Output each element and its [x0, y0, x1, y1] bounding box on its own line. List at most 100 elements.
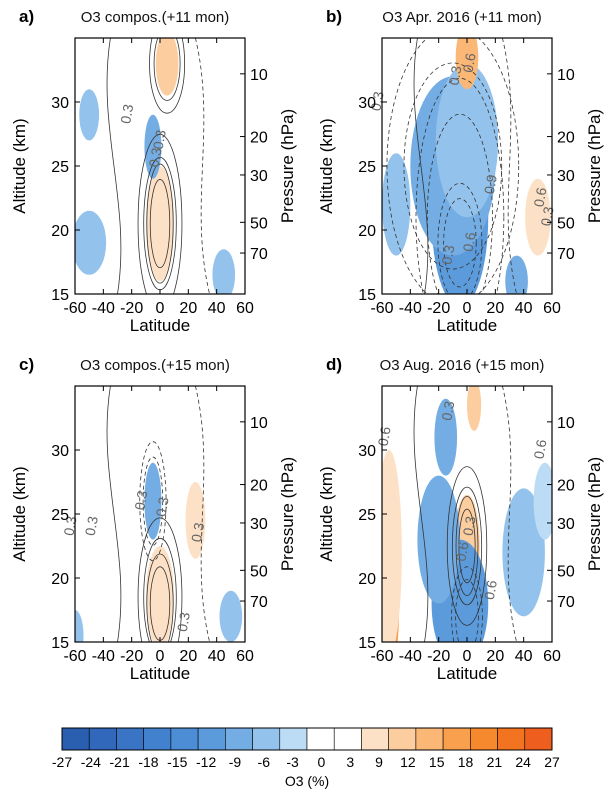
colorbar-swatch [170, 727, 199, 751]
colorbar-swatch [225, 727, 253, 751]
plot-area [75, 386, 245, 642]
colorbar-swatch [442, 727, 471, 751]
plot-area [382, 386, 552, 642]
y2-tick-label: 30 [557, 516, 575, 533]
x-tick-label: 0 [463, 300, 472, 317]
x-tick-label: 60 [543, 648, 561, 665]
x-tick-label: 20 [179, 648, 197, 665]
x-tick-label: 0 [463, 648, 472, 665]
colorbar-tick-label: 18 [458, 754, 474, 770]
contour-line [139, 441, 167, 562]
contour-label: 0.6 [453, 540, 472, 562]
contour-line [455, 579, 479, 642]
y-tick-label: 20 [358, 571, 376, 588]
colorbar-tick-label: 9 [375, 754, 383, 770]
y2-tick-label: 20 [557, 478, 575, 495]
y2-tick-label: 70 [250, 594, 268, 611]
contour-line [446, 466, 488, 626]
panel-c: 0.3 0.30.3 0.30.30.3-60 -40 -20 0 20 40 60Latitu… [10, 355, 297, 683]
panel-tag: d) [326, 355, 342, 374]
y-tick-label: 15 [358, 287, 376, 304]
y-axis-label: Altitude (km) [317, 118, 336, 213]
anomaly-patch [502, 488, 545, 617]
contour-label: 0.3 [460, 515, 479, 537]
colorbar-swatch [143, 727, 172, 751]
x-tick-label: -60 [63, 648, 86, 665]
x-tick-label: -20 [427, 300, 450, 317]
anomaly-patch [467, 386, 482, 431]
anomaly-patch [79, 89, 100, 141]
y-tick-label: 25 [358, 159, 376, 176]
y2-axis-label: Pressure (hPa) [278, 457, 297, 571]
y-tick-label: 25 [51, 507, 69, 524]
y-tick-label: 30 [51, 95, 69, 112]
colorbar-tick-label: 0 [318, 754, 326, 770]
anomaly-patch [382, 153, 411, 256]
colorbar-swatch [88, 727, 117, 751]
y2-tick-label: 70 [557, 594, 575, 611]
x-axis-label: Latitude [130, 316, 191, 335]
y-axis-label: Altitude (km) [317, 466, 336, 561]
contour-label: 0.3 [150, 128, 169, 150]
y2-axis-label: Pressure (hPa) [585, 457, 604, 571]
panel-a: 0.30.30.3-60 -40 -20 0 20 40 60Latitude1520253… [10, 7, 297, 335]
contour-label: 0.3 [438, 244, 457, 266]
anomaly-patch [150, 386, 170, 450]
y2-tick-label: 10 [250, 67, 268, 84]
contour-label: 0.3 [438, 400, 457, 422]
x-tick-label: -40 [92, 648, 115, 665]
y-tick-label: 15 [51, 635, 69, 652]
contour-line [137, 517, 183, 642]
contour-label: 0.6 [460, 231, 479, 253]
x-tick-label: 60 [236, 300, 254, 317]
x-tick-label: -20 [427, 648, 450, 665]
anomaly-patch [212, 249, 236, 294]
colorbar-tick-label: -21 [110, 754, 130, 770]
contour-line [195, 386, 210, 642]
x-axis-label: Latitude [437, 316, 498, 335]
x-tick-label: 20 [179, 300, 197, 317]
colorbar-swatch [415, 727, 444, 751]
contour-label: 0.3 [146, 146, 165, 168]
contour-line [403, 62, 503, 270]
contour-label: 0.3 [174, 611, 193, 633]
contour-line [137, 133, 183, 294]
contour-line [502, 386, 517, 642]
y2-axis-label: Pressure (hPa) [278, 109, 297, 223]
contour-line [413, 386, 429, 642]
contour-label: 0.9 [481, 173, 500, 195]
x-tick-label: 0 [156, 300, 165, 317]
plot-area [382, 38, 552, 294]
anomaly-patch [144, 114, 162, 179]
x-tick-label: 20 [486, 648, 504, 665]
contour-line [458, 508, 476, 584]
panel-tag: a) [19, 7, 34, 26]
contour-line [143, 537, 177, 642]
y-tick-label: 30 [358, 95, 376, 112]
x-tick-label: 40 [515, 300, 533, 317]
colorbar-tick-label: 15 [429, 754, 445, 770]
colorbar-tick-label: -18 [138, 754, 158, 770]
plot-area [75, 38, 245, 294]
colorbar-swatch [252, 727, 281, 751]
contour-line [451, 486, 483, 606]
x-tick-label: -40 [399, 300, 422, 317]
contour-label: 0.6 [530, 438, 549, 460]
x-tick-label: 60 [236, 648, 254, 665]
colorbar-tick-label: 12 [400, 754, 416, 770]
colorbar-tick-label: -9 [229, 754, 242, 770]
contour-line [413, 38, 429, 294]
anomaly-patch [525, 178, 551, 256]
contour-line [451, 566, 483, 642]
x-tick-label: 60 [543, 300, 561, 317]
anomaly-patch [435, 63, 499, 218]
contour-label: 0.6 [375, 425, 394, 447]
x-tick-label: 40 [515, 648, 533, 665]
y2-tick-label: 30 [250, 516, 268, 533]
colorbar-swatch [470, 727, 498, 751]
x-axis-label: Latitude [437, 664, 498, 683]
colorbar-frame [61, 727, 553, 751]
contour-label: 0.3 [538, 205, 557, 227]
colorbar-swatch [524, 727, 553, 751]
